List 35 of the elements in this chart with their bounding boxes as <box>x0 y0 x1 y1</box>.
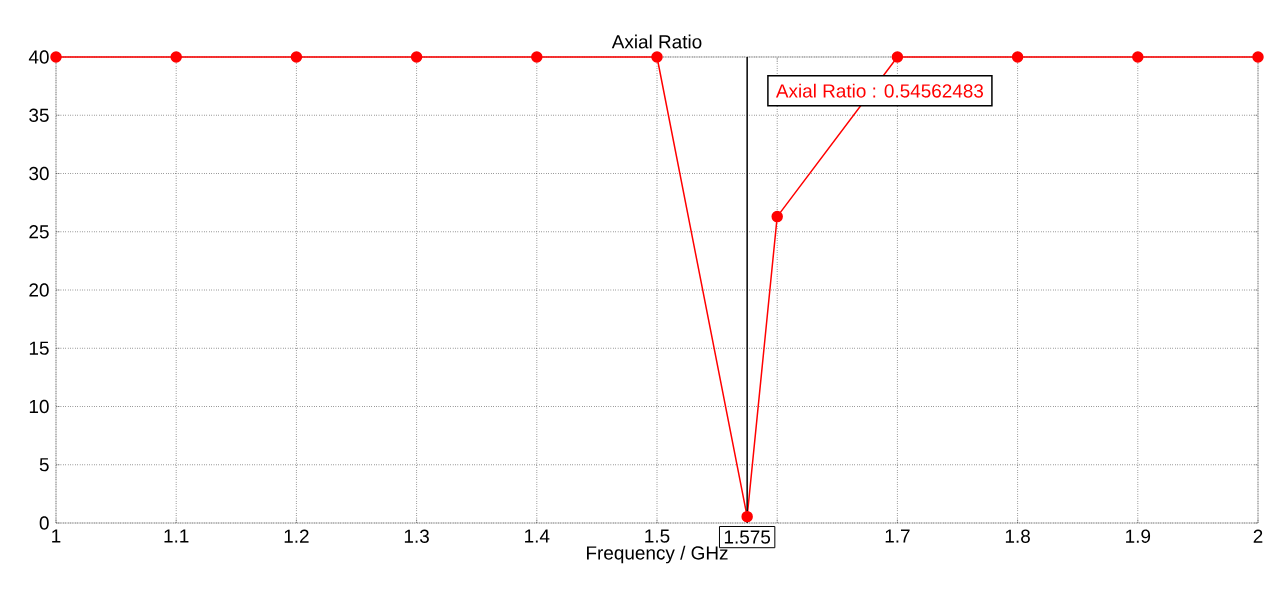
chart-title: Axial Ratio <box>611 34 702 49</box>
point <box>290 51 303 63</box>
ref-line-label: 1.575 <box>724 530 771 544</box>
x-axis-title: Frequency / GHz <box>587 545 728 564</box>
y-tick-label: 30 <box>29 166 49 181</box>
point <box>1011 51 1024 63</box>
x-tick-label: 1.5 <box>645 529 670 543</box>
y-tick-label: 25 <box>29 225 49 239</box>
point <box>50 51 62 63</box>
x-tick-label: 1.3 <box>404 529 429 543</box>
point <box>1132 51 1144 63</box>
y-tick-label: 20 <box>29 283 49 297</box>
point <box>651 51 663 63</box>
x-tick-label: 1.7 <box>885 529 910 543</box>
x-tick-label: 1.4 <box>525 529 550 543</box>
y-tick-label: 10 <box>29 399 49 414</box>
annotation: Axial Ratio : 0.54562483 <box>775 83 984 98</box>
y-tick-label: 15 <box>29 341 49 355</box>
point <box>410 51 423 63</box>
x-tick-label: 1 <box>52 529 61 543</box>
point <box>531 51 543 63</box>
y-tick-label: 5 <box>39 458 49 472</box>
point <box>771 210 783 223</box>
x-tick-label: 1.9 <box>1126 529 1151 543</box>
point <box>741 510 753 523</box>
x-tick-label: 2 <box>1253 529 1263 543</box>
y-tick-label: 40 <box>28 50 49 64</box>
y-tick-label: 35 <box>29 108 49 122</box>
y-tick-label: 0 <box>39 516 49 530</box>
point <box>1252 51 1264 63</box>
x-tick-label: 1.1 <box>164 529 189 543</box>
point <box>891 51 904 63</box>
x-tick-label: 1.8 <box>1005 529 1030 543</box>
x-tick-label: 1.2 <box>284 529 309 543</box>
point <box>170 51 182 63</box>
